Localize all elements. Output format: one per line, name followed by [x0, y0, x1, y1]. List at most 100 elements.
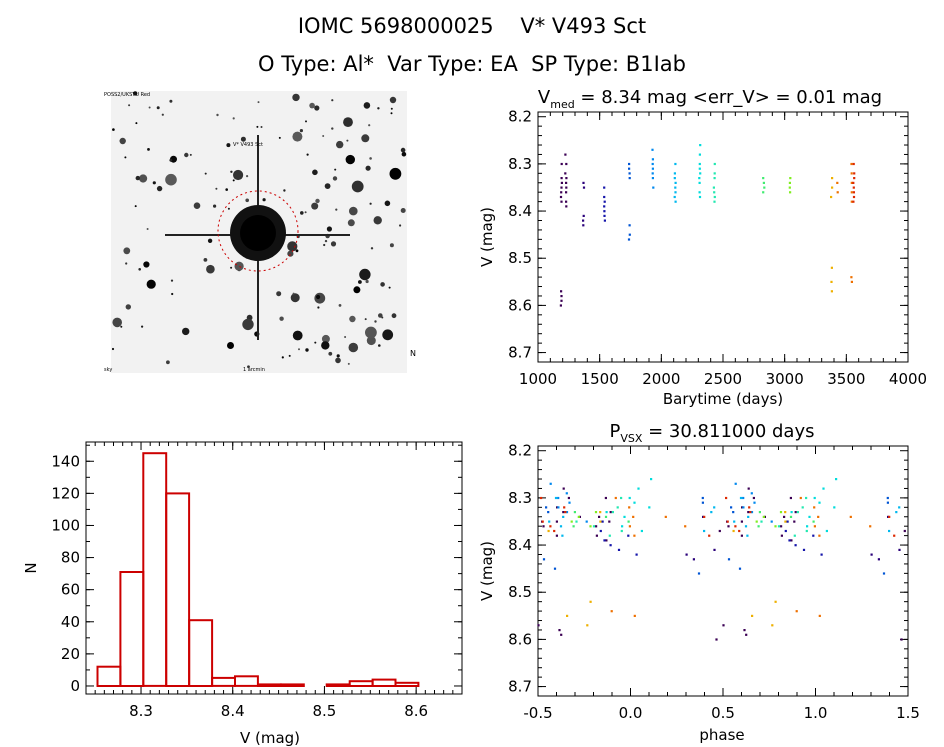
phased-point: [555, 534, 558, 537]
phased-point: [750, 492, 753, 495]
light-curve-point: [698, 191, 701, 194]
star-dot: [336, 354, 340, 358]
x-tick-label: 2000: [642, 370, 680, 388]
phased-point: [888, 529, 891, 533]
star-dot: [234, 261, 244, 271]
phased-point: [608, 534, 611, 537]
phased-point: [903, 529, 906, 533]
light-curve-point: [831, 177, 834, 180]
phased-point: [592, 525, 596, 528]
histogram-ylabel: N: [22, 562, 40, 573]
light-curve-point: [850, 280, 853, 283]
light-curve-point: [852, 200, 855, 203]
phased-point: [813, 496, 816, 500]
phased-point: [893, 534, 896, 537]
star-dot: [290, 293, 300, 303]
histogram-bar: [211, 676, 237, 687]
star-dot: [226, 143, 231, 148]
star-dot: [309, 102, 315, 109]
phased-point: [744, 525, 748, 528]
star-dot: [305, 120, 307, 123]
phased-point: [747, 511, 750, 514]
star-dot: [260, 126, 263, 128]
phased-point: [609, 544, 612, 547]
light-curve-point: [603, 210, 606, 213]
histogram-xlabel: V (mag): [240, 729, 300, 747]
phased-point: [799, 496, 802, 500]
phased-point: [635, 553, 638, 556]
phased-point: [755, 520, 758, 523]
star-dot: [193, 202, 201, 209]
light-curve-point: [628, 224, 631, 227]
phased-point: [561, 534, 564, 537]
phased-point: [542, 525, 545, 528]
phased-point: [557, 496, 560, 500]
star-dot: [279, 316, 284, 321]
x-tick-label: 1.0: [804, 704, 828, 722]
phased-point: [701, 496, 704, 500]
star-dot: [369, 157, 372, 160]
light-curve-point: [762, 191, 765, 194]
image-label-bottom-left: sky: [104, 367, 112, 373]
star-dot: [315, 198, 320, 204]
phased-point: [541, 520, 544, 523]
phased-point: [567, 496, 570, 500]
star-dot: [380, 282, 385, 287]
phased-point: [784, 520, 787, 523]
star-dot: [182, 327, 190, 336]
star-dot: [246, 175, 249, 178]
phased-point: [743, 629, 746, 632]
light-curve-point: [603, 200, 606, 203]
phased-point: [793, 534, 796, 537]
phased-point: [713, 506, 716, 509]
phased-point: [788, 539, 791, 542]
phased-point: [732, 511, 735, 514]
star-dot: [343, 117, 353, 127]
star-dot: [232, 117, 235, 120]
light-curve-point: [673, 177, 676, 180]
phased-point: [697, 572, 701, 575]
phased-point: [869, 525, 872, 528]
light-curve-point: [628, 177, 631, 180]
star-dot: [288, 354, 291, 357]
sky-image-panel: POSS2/UKSTU Red V* V493 Sct sky 1 arcmin…: [104, 91, 416, 373]
star-dot: [292, 131, 303, 142]
phased-point: [555, 520, 558, 523]
phased-point: [725, 496, 728, 500]
star-dot: [227, 342, 234, 349]
light-curve-point: [565, 177, 568, 180]
star-dot: [338, 304, 342, 307]
phased-xlabel: phase: [699, 726, 744, 744]
light-curve-title: Vmed = 8.34 mag <err_V> = 0.01 mag: [538, 87, 882, 111]
light-curve-point: [853, 172, 856, 175]
phased-point: [568, 501, 571, 504]
light-curve-point: [560, 191, 563, 194]
star-dot: [123, 247, 131, 255]
y-tick-label: 80: [61, 549, 80, 567]
phased-point: [789, 515, 793, 518]
light-curve-chart: Vmed = 8.34 mag <err_V> = 0.01 mag 1000 1…: [478, 87, 927, 408]
star-dot: [345, 154, 355, 165]
phased-point: [542, 558, 546, 561]
star-dot: [365, 279, 369, 284]
phased-point: [599, 511, 602, 514]
star-dot: [400, 147, 406, 153]
phased-point: [553, 529, 556, 533]
phased-point: [849, 515, 852, 518]
phased-point: [783, 515, 786, 518]
star-dot: [139, 174, 148, 183]
star-dot: [314, 105, 320, 111]
phased-point: [758, 511, 761, 514]
phased-point: [614, 496, 617, 500]
star-dot: [171, 292, 174, 296]
phased-point: [562, 515, 565, 518]
phased-point: [801, 506, 804, 509]
star-dot: [233, 169, 244, 181]
x-tick-label: 3500: [827, 370, 865, 388]
phased-frame: [537, 445, 909, 697]
star-dot: [242, 318, 254, 331]
star-dot: [206, 264, 215, 274]
star-dot: [276, 291, 282, 297]
phased-point: [795, 610, 798, 613]
star-dot: [390, 107, 393, 110]
